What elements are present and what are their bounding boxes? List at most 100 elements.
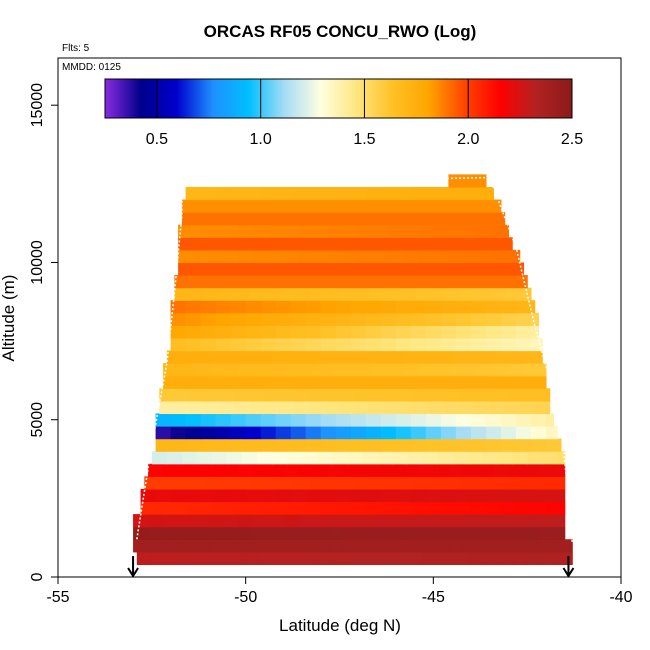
heatmap-cell [226,451,243,465]
heatmap-cell [467,199,483,213]
heatmap-cell [313,262,329,276]
heatmap-cell [425,325,442,339]
heatmap-cell [403,224,419,238]
heatmap-cell [399,476,416,490]
heatmap-cell [335,337,352,352]
heatmap-cell [268,375,284,389]
heatmap-cell [497,551,513,566]
heatmap-cell [444,287,461,301]
heatmap-cell [425,438,442,452]
heatmap-cell [264,400,281,415]
heatmap-cell [560,501,566,515]
heatmap-cell [170,312,187,326]
heatmap-cell [241,212,258,226]
heatmap-cell [294,476,311,490]
heatmap-cell [133,514,149,528]
heatmap-cell [358,237,374,251]
heatmap-cell [380,337,397,352]
heatmap-cell [395,426,412,440]
heatmap-cell [208,262,224,276]
heatmap-cell [253,363,269,377]
heatmap-cell [373,539,389,553]
heatmap-cell [425,337,442,352]
heatmap-cell [313,514,329,528]
heatmap-cell [260,186,277,201]
heatmap-cell [470,325,487,339]
heatmap-cell [313,539,329,553]
heatmap-cell [249,476,266,490]
heatmap-cell [354,388,371,402]
heatmap-cell [425,186,442,201]
heatmap-cell [362,212,378,226]
heatmap-cell [204,476,220,490]
heatmap-cell [230,438,247,452]
heatmap-cell [497,199,502,213]
heatmap-cell [163,514,179,528]
heatmap-cell [320,488,337,503]
heatmap-cell [253,539,269,553]
heatmap-cell [264,287,281,301]
heatmap-cell [170,325,187,339]
heatmap-cell [331,199,348,213]
heatmap-cell [290,312,307,326]
heatmap-cell [320,426,337,440]
heatmap-cell [200,438,217,452]
heatmap-cell [275,337,292,352]
heatmap-cell [283,526,299,540]
heatmap-cell [185,501,202,515]
heatmap-cell [185,337,202,352]
heatmap-cell [271,350,288,364]
heatmap-cell [418,375,434,389]
heatmap-cell [350,426,367,440]
heatmap-cell [238,375,254,389]
heatmap-cell [377,551,393,566]
heatmap-cell [208,514,224,528]
heatmap-cell [328,237,344,251]
heatmap-cell [365,312,382,326]
heatmap-cell [485,501,502,515]
heatmap-cell [508,463,525,477]
heatmap-cell [144,476,160,490]
heatmap-cell [305,426,322,440]
heatmap-cell [463,363,479,377]
heatmap-cell [459,476,476,490]
heatmap-cell [493,237,509,251]
heatmap-cell [534,476,551,490]
heatmap-cell [392,451,408,465]
heatmap-cell [196,212,213,226]
heatmap-cell [324,275,341,289]
heatmap-cell [313,363,329,377]
heatmap-cell [418,539,434,553]
heatmap-cell [530,300,536,314]
heatmap-cell [174,275,190,289]
heatmap-cell [328,224,344,238]
heatmap-cell [260,488,277,503]
heatmap-cell [530,413,547,427]
x-tick-label: -40 [609,589,632,606]
heatmap-cell [316,350,333,364]
heatmap-cell [489,400,506,415]
heatmap-cell [384,275,401,289]
heatmap-cell [223,375,239,389]
heatmap-cell [241,451,258,465]
heatmap-cell [369,287,386,301]
heatmap-cell [223,237,239,251]
heatmap-cell [170,501,187,515]
heatmap-cell [485,186,494,201]
heatmap-cell [425,426,442,440]
heatmap-cell [373,224,389,238]
heatmap-cell [425,312,442,326]
heatmap-cell [545,438,562,452]
heatmap-cell [241,199,258,213]
heatmap-cell [407,551,423,566]
heatmap-cell [264,388,281,402]
heatmap-cell [335,300,352,314]
heatmap-cell [538,375,547,389]
heatmap-cell [440,501,457,515]
heatmap-cell [211,199,228,213]
heatmap-cell [328,539,344,553]
heatmap-cell [542,451,558,465]
heatmap-cell [350,312,367,326]
heatmap-cell [185,325,202,339]
heatmap-cell [403,514,419,528]
